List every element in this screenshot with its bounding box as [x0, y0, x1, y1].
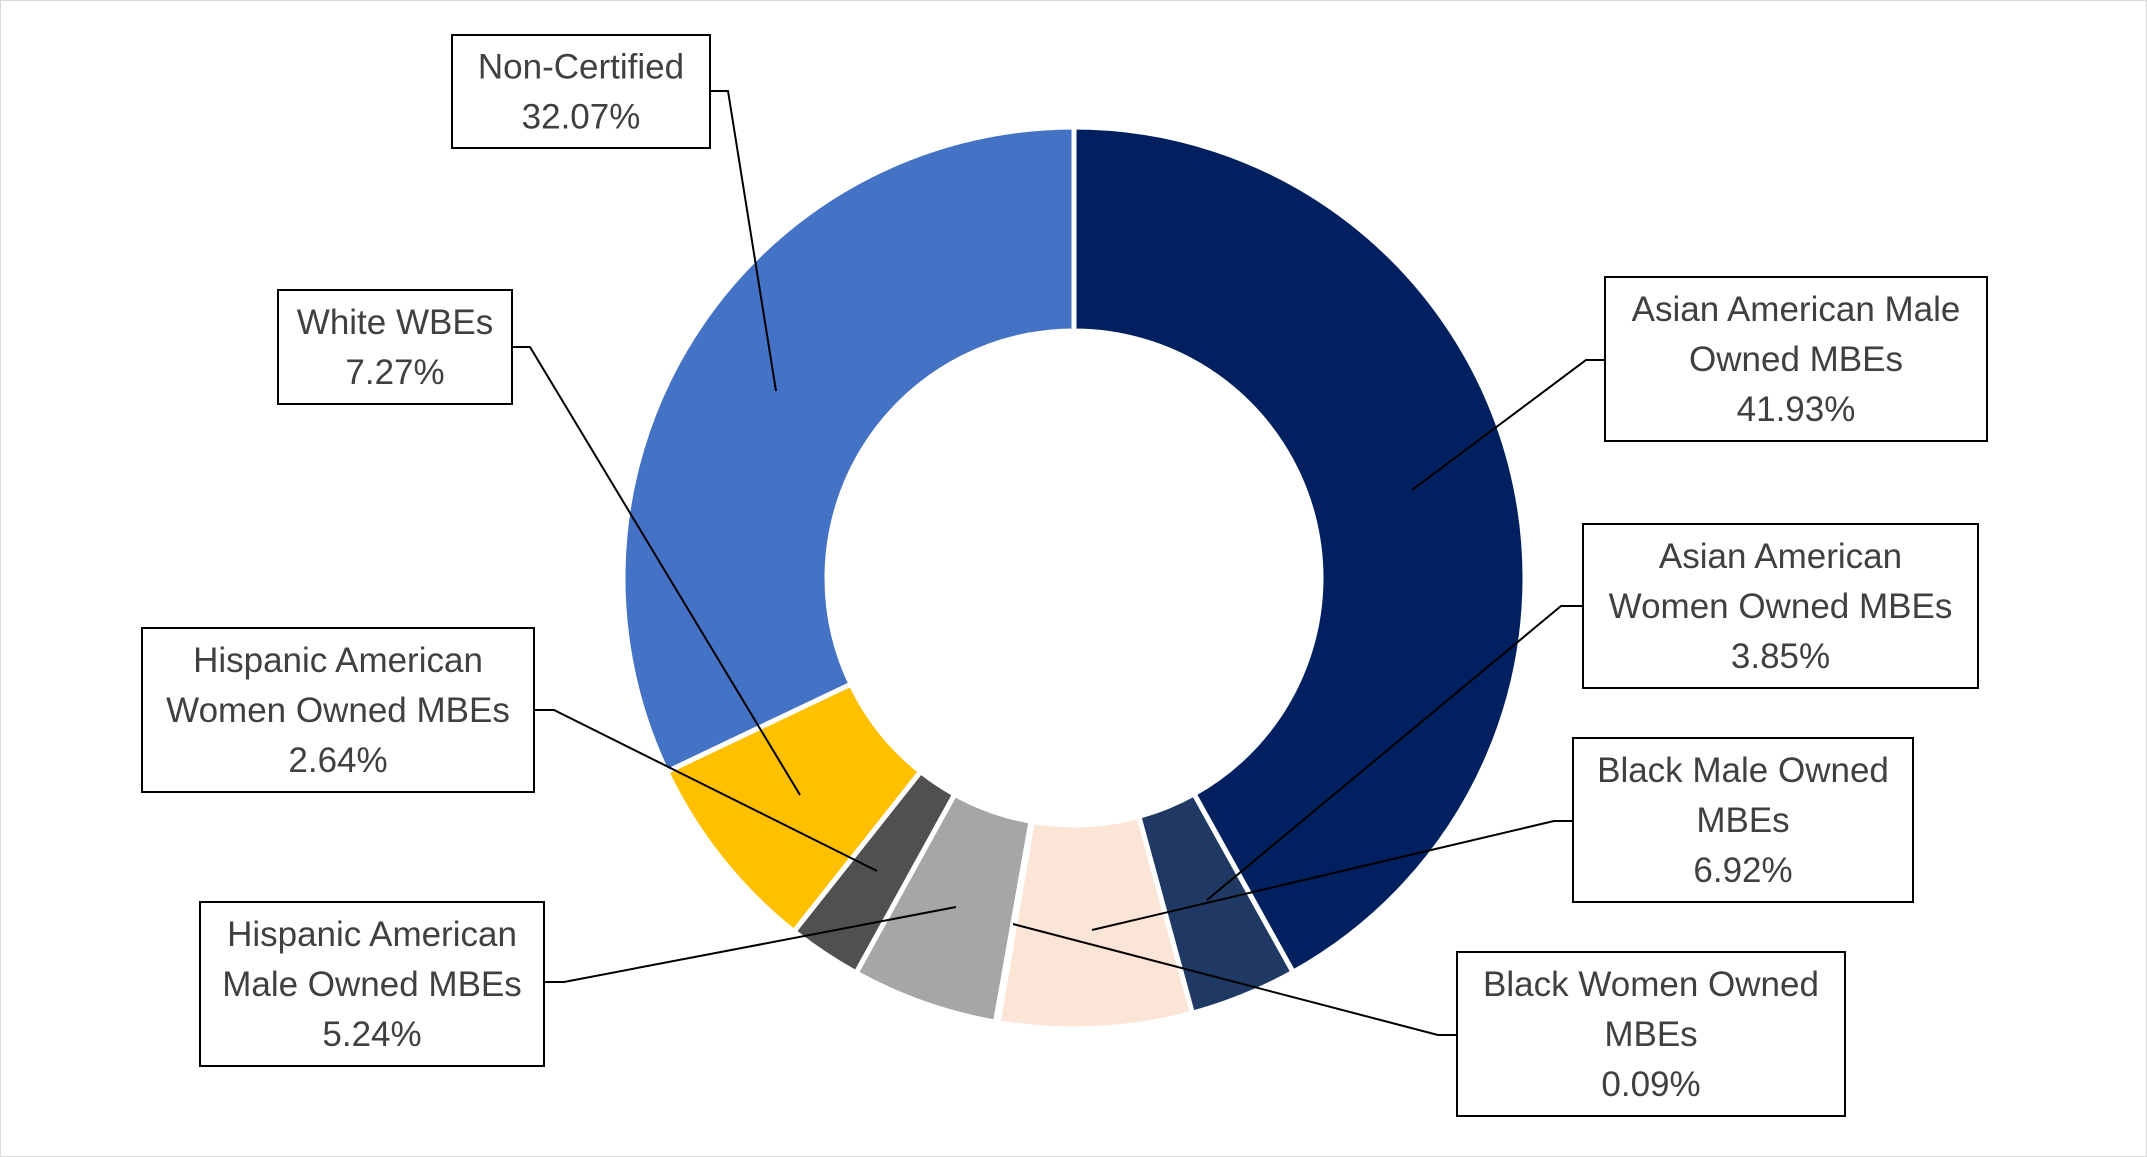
leader-line-asian-american-male-owned-mbes	[1411, 359, 1605, 491]
data-label-black-women-owned-mbes: Black Women Owned MBEs 0.09%	[1456, 951, 1846, 1117]
data-label-hispanic-american-women-owned-mbes: Hispanic American Women Owned MBEs 2.64%	[141, 627, 535, 793]
data-label-white-wbes: White WBEs 7.27%	[277, 289, 513, 405]
data-label-value: 0.09%	[1601, 1065, 1700, 1104]
data-label-category: Hispanic American	[193, 641, 483, 680]
slice-non-certified	[620, 124, 1077, 776]
data-label-box	[1604, 276, 1988, 442]
data-label-non-certified: Non-Certified 32.07%	[451, 34, 711, 149]
data-label-box	[199, 901, 545, 1067]
slices-layer	[620, 124, 1528, 1032]
leader-line-white-wbes	[512, 346, 801, 796]
data-label-black-male-owned-mbes: Black Male Owned MBEs 6.92%	[1572, 737, 1914, 903]
data-label-asian-american-male-owned-mbes: Asian American Male Owned MBEs 41.93%	[1604, 276, 1988, 442]
data-label-hispanic-american-male-owned-mbes: Hispanic American Male Owned MBEs 5.24%	[199, 901, 545, 1067]
data-label-value: 41.93%	[1737, 390, 1856, 429]
data-label-box	[1572, 737, 1914, 903]
data-label-asian-american-women-owned-mbes: Asian American Women Owned MBEs 3.85%	[1582, 523, 1979, 689]
data-label-category: MBEs	[1696, 801, 1789, 840]
slice-asian-american-male-owned-mbes	[1071, 124, 1528, 976]
data-label-value: 7.27%	[345, 353, 444, 392]
data-label-value: 32.07%	[522, 98, 641, 137]
data-label-category: Hispanic American	[227, 915, 517, 954]
data-label-category: Women Owned MBEs	[166, 691, 510, 730]
leader-line-asian-american-women-owned-mbes	[1206, 605, 1583, 901]
data-label-box	[451, 34, 711, 149]
data-label-box	[1456, 951, 1846, 1117]
data-label-category: Women Owned MBEs	[1609, 587, 1953, 626]
data-label-value: 3.85%	[1731, 637, 1830, 676]
data-label-category: Owned MBEs	[1689, 340, 1903, 379]
data-label-value: 6.92%	[1693, 851, 1792, 890]
leader-line-hispanic-american-women-owned-mbes	[534, 709, 878, 872]
leader-lines-layer	[512, 90, 1605, 1036]
data-label-box	[141, 627, 535, 793]
data-label-category: Asian American	[1659, 537, 1902, 576]
leader-line-hispanic-american-male-owned-mbes	[544, 906, 957, 983]
data-label-category: Black Women Owned	[1483, 965, 1819, 1004]
data-label-category: Asian American Male	[1632, 290, 1961, 329]
data-label-category: Black Male Owned	[1597, 751, 1889, 790]
data-label-box	[277, 289, 513, 405]
data-label-value: 5.24%	[322, 1015, 421, 1054]
data-label-category: Non-Certified	[478, 48, 684, 87]
data-label-category: Male Owned MBEs	[222, 965, 522, 1004]
data-label-value: 2.64%	[288, 741, 387, 780]
leader-line-black-male-owned-mbes	[1091, 820, 1573, 931]
data-label-category: White WBEs	[297, 303, 493, 342]
leader-line-black-women-owned-mbes	[1012, 923, 1457, 1036]
data-label-category: MBEs	[1604, 1015, 1697, 1054]
leader-line-non-certified	[710, 90, 777, 392]
data-label-box	[1582, 523, 1979, 689]
